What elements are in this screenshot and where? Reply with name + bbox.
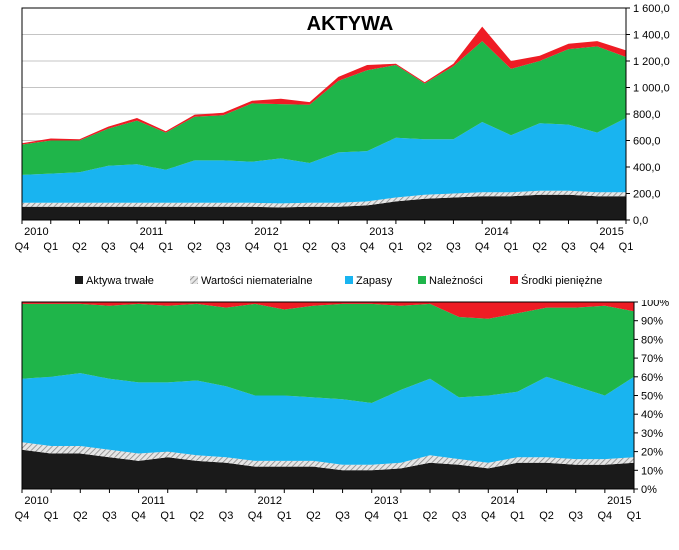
- inventory-area: [22, 118, 626, 204]
- fixed-assets-area: [22, 449, 634, 489]
- x-year-label: 2015: [607, 495, 631, 507]
- x-tick-label: Q2: [302, 241, 317, 253]
- x-tick-label: Q2: [423, 510, 438, 522]
- x-tick-label: Q1: [394, 510, 409, 522]
- intangibles-area: [22, 442, 634, 471]
- x-tick-label: Q3: [219, 510, 234, 522]
- x-year-label: 2012: [254, 226, 278, 238]
- x-tick-label: Q3: [102, 510, 117, 522]
- x-tick-label: Q3: [446, 241, 461, 253]
- x-tick-label: Q2: [306, 510, 321, 522]
- y-tick-label: 30%: [641, 428, 663, 440]
- intangibles-legend-label: Wartości niematerialne: [201, 275, 312, 287]
- fixed-assets-area: [22, 194, 626, 220]
- x-tick-label: Q3: [216, 241, 231, 253]
- receivables-legend-label: Należności: [429, 275, 483, 287]
- x-tick-label: Q4: [131, 510, 146, 522]
- receivables-area: [22, 303, 634, 403]
- cash-area: [22, 302, 634, 319]
- intangibles-legend-swatch: [190, 276, 198, 284]
- y-tick-label: 200,0: [633, 189, 661, 201]
- assets-stacked-area-chart: 0,0 200,0 400,0 600,0 800,0 1 000,0 1 200,0 1 4…: [15, 3, 670, 287]
- y-tick-label: 800,0: [633, 109, 661, 121]
- y-tick-label: 1 200,0: [633, 56, 670, 68]
- x-year-label: 2011: [141, 495, 165, 507]
- x-year-label: 2015: [599, 226, 623, 238]
- x-tick-label: Q4: [15, 241, 30, 253]
- x-year-label: 2013: [369, 226, 393, 238]
- x-tick-label: Q1: [277, 510, 292, 522]
- x-tick-label: Q1: [43, 241, 58, 253]
- receivables-legend-swatch: [418, 276, 426, 284]
- y-tick-label: 100%: [641, 300, 669, 309]
- x-tick-label: Q3: [101, 241, 116, 253]
- inventory-area: [22, 373, 634, 465]
- y-tick-label: 70%: [641, 353, 663, 365]
- x-tick-label: Q1: [158, 241, 173, 253]
- inventory-legend-label: Zapasy: [356, 275, 393, 287]
- y-tick-label: 0,0: [633, 215, 648, 227]
- x-tick-label: Q1: [160, 510, 175, 522]
- receivables-area: [22, 41, 626, 175]
- y-tick-label: 40%: [641, 409, 663, 421]
- x-tick-label: Q2: [539, 510, 554, 522]
- inventory-legend-swatch: [345, 276, 353, 284]
- intangibles-area: [22, 190, 626, 208]
- x-tick-label: Q3: [452, 510, 467, 522]
- x-tick-label: Q4: [481, 510, 496, 522]
- x-tick-label: Q4: [364, 510, 379, 522]
- x-tick-label: Q4: [590, 241, 605, 253]
- x-tick-label: Q1: [274, 241, 289, 253]
- x-tick-label: Q3: [568, 510, 583, 522]
- x-tick-label: Q4: [598, 510, 613, 522]
- y-tick-label: 80%: [641, 334, 663, 346]
- y-tick-label: 0%: [641, 484, 657, 496]
- y-tick-label: 1 400,0: [633, 30, 670, 42]
- x-tick-label: Q2: [532, 241, 547, 253]
- x-tick-label: Q1: [627, 510, 642, 522]
- x-tick-label: Q1: [504, 241, 519, 253]
- x-tick-label: Q4: [130, 241, 145, 253]
- y-tick-label: 1 000,0: [633, 83, 670, 95]
- x-tick-label: Q4: [475, 241, 490, 253]
- x-tick-label: Q3: [331, 241, 346, 253]
- x-tick-label: Q2: [417, 241, 432, 253]
- x-tick-label: Q3: [561, 241, 576, 253]
- x-tick-label: Q1: [389, 241, 404, 253]
- x-tick-label: Q4: [245, 241, 260, 253]
- x-tick-label: Q2: [73, 510, 88, 522]
- x-tick-label: Q2: [187, 241, 202, 253]
- x-year-label: 2014: [484, 226, 508, 238]
- x-tick-label: Q3: [335, 510, 350, 522]
- fixed-assets-legend-label: Aktywa trwałe: [86, 275, 154, 287]
- x-year-label: 2013: [374, 495, 398, 507]
- assets-percent-stacked-area-chart: 0% 10% 20% 30% 40% 50% 60% 70% 80% 90% 100% Q4 Q1 Q2 Q…: [15, 300, 670, 522]
- x-tick-label: Q4: [360, 241, 375, 253]
- chart-title: AKTYWA: [307, 13, 394, 35]
- y-tick-label: 600,0: [633, 136, 661, 148]
- x-year-label: 2012: [257, 495, 281, 507]
- x-year-label: 2010: [24, 495, 48, 507]
- y-tick-label: 90%: [641, 316, 663, 328]
- fixed-assets-legend-swatch: [75, 276, 83, 284]
- x-tick-label: Q1: [44, 510, 59, 522]
- x-tick-label: Q4: [15, 510, 30, 522]
- x-tick-label: Q4: [248, 510, 263, 522]
- x-tick-label: Q1: [619, 241, 634, 253]
- x-tick-label: Q1: [510, 510, 525, 522]
- x-year-label: 2010: [24, 226, 48, 238]
- cash-legend-label: Środki pieniężne: [521, 274, 602, 287]
- y-tick-label: 400,0: [633, 162, 661, 174]
- cash-legend-swatch: [510, 276, 518, 284]
- y-tick-label: 20%: [641, 447, 663, 459]
- y-tick-label: 10%: [641, 465, 663, 477]
- y-tick-label: 1 600,0: [633, 3, 670, 15]
- y-tick-label: 50%: [641, 391, 663, 403]
- y-tick-label: 60%: [641, 372, 663, 384]
- x-year-label: 2014: [491, 495, 515, 507]
- x-tick-label: Q2: [190, 510, 205, 522]
- x-year-label: 2011: [140, 226, 164, 238]
- x-tick-label: Q2: [72, 241, 87, 253]
